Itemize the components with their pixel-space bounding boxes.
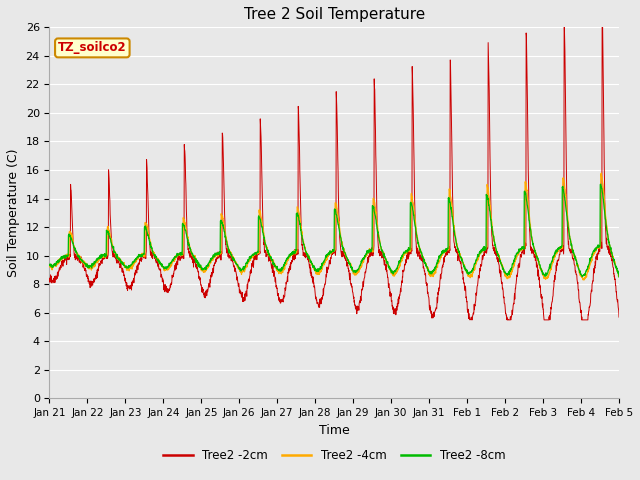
Y-axis label: Soil Temperature (C): Soil Temperature (C) <box>7 149 20 277</box>
X-axis label: Time: Time <box>319 424 349 437</box>
Title: Tree 2 Soil Temperature: Tree 2 Soil Temperature <box>244 7 425 22</box>
Legend: Tree2 -2cm, Tree2 -4cm, Tree2 -8cm: Tree2 -2cm, Tree2 -4cm, Tree2 -8cm <box>158 444 510 467</box>
Text: TZ_soilco2: TZ_soilco2 <box>58 41 127 54</box>
